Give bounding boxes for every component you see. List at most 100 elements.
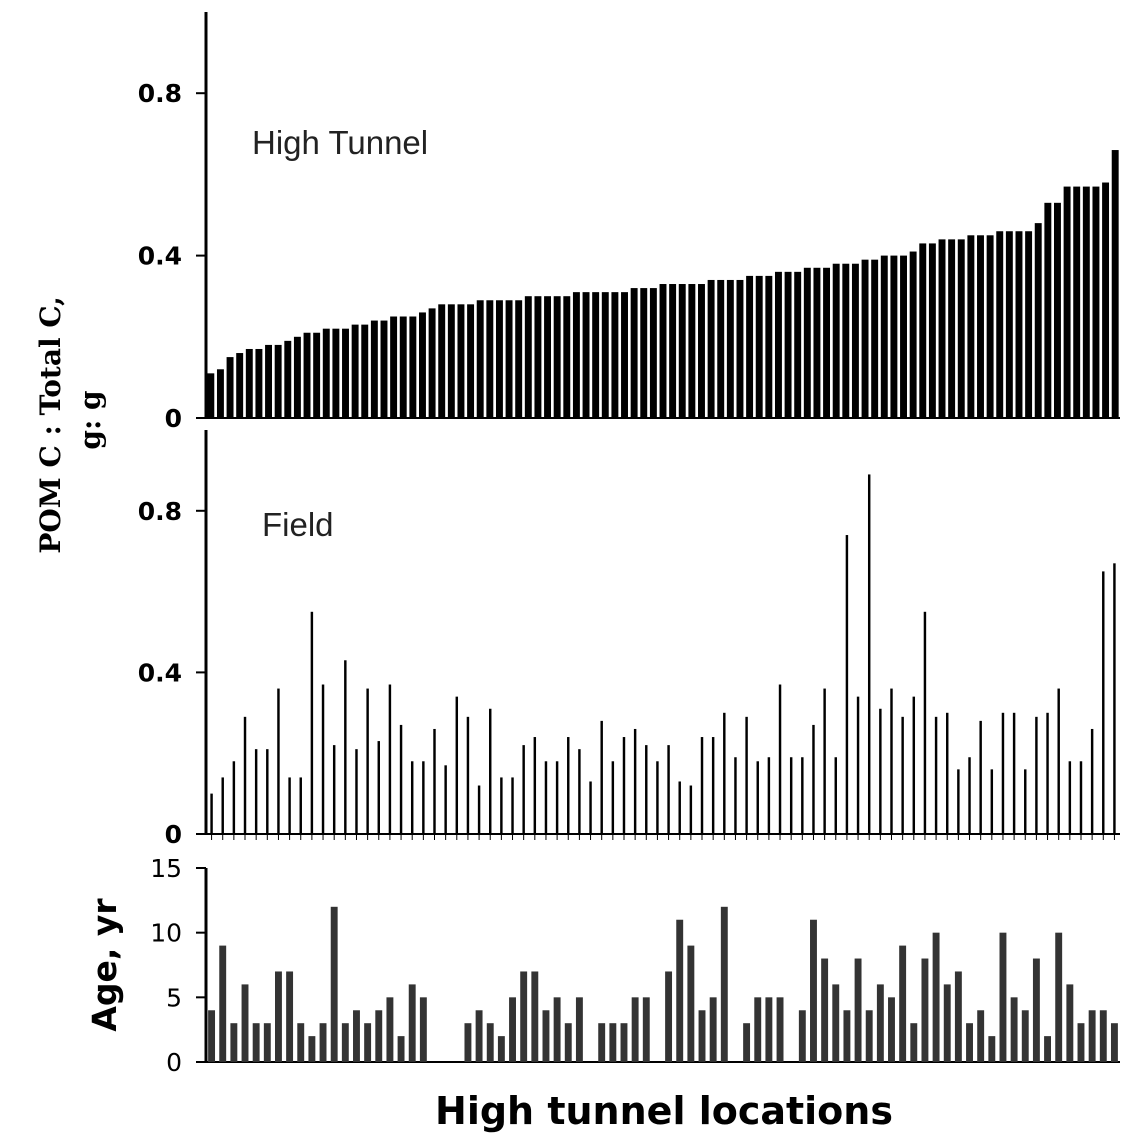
bottom-bar	[743, 1023, 751, 1062]
middle-bar	[210, 793, 213, 834]
top-bar	[919, 243, 927, 418]
bottom-bar	[932, 932, 940, 1062]
top-bar	[265, 344, 272, 418]
middle-bar	[377, 741, 380, 834]
bottom-y-tick-label: 5	[166, 983, 182, 1012]
top-bar	[640, 288, 648, 418]
bottom-bar	[542, 1010, 550, 1062]
middle-bar	[667, 745, 670, 834]
middle-bar	[912, 696, 916, 834]
bottom-bar	[497, 1036, 505, 1062]
top-bar	[707, 279, 715, 418]
top-bar	[313, 332, 321, 418]
bottom-bar	[1044, 1036, 1051, 1062]
bottom-bar	[353, 1010, 360, 1062]
bottom-bar	[241, 984, 249, 1062]
top-bar	[1092, 186, 1100, 418]
middle-bars	[210, 474, 1116, 840]
middle-bar	[1113, 563, 1116, 834]
bottom-bar	[810, 919, 817, 1062]
top-bar	[515, 300, 523, 418]
bottom-bar	[520, 971, 528, 1062]
top-bar	[476, 300, 484, 418]
bottom-bar	[598, 1023, 606, 1062]
bottom-y-tick-label: 10	[150, 919, 182, 948]
main-y-axis-label: POM C : Total C, g: g	[34, 286, 107, 553]
middle-bar	[399, 724, 403, 834]
middle-bar	[310, 611, 314, 834]
middle-bar	[254, 749, 258, 834]
bottom-bar	[375, 1010, 383, 1062]
bottom-bar	[687, 945, 695, 1062]
top-bar	[698, 284, 705, 418]
top-bars	[207, 150, 1119, 419]
middle-bar	[1001, 712, 1005, 834]
middle-bar	[567, 737, 570, 834]
top-bar	[736, 279, 744, 418]
bottom-bar	[219, 945, 227, 1062]
top-bar	[1063, 186, 1071, 418]
top-y-tick-label: 0.4	[138, 242, 182, 271]
bottom-bar	[1110, 1023, 1118, 1062]
bottom-bar	[910, 1023, 918, 1062]
field-panel: 0 0.4 0.8 Field	[138, 430, 1120, 849]
top-bar	[957, 239, 965, 418]
top-bar	[774, 271, 782, 418]
bottom-bar	[286, 971, 294, 1062]
bottom-bar	[208, 1010, 216, 1062]
middle-bar	[823, 688, 826, 834]
top-bar	[928, 243, 936, 418]
top-bar	[1015, 231, 1023, 418]
bottom-bar	[798, 1010, 806, 1062]
top-bar	[399, 316, 407, 418]
top-bar	[649, 288, 657, 418]
bottom-bar	[620, 1023, 628, 1062]
middle-bar	[321, 684, 325, 834]
middle-bar	[444, 765, 447, 834]
top-bar	[236, 353, 244, 418]
middle-bar	[299, 777, 302, 834]
bottom-bar	[230, 1023, 238, 1062]
middle-y-tick-label: 0.4	[138, 658, 182, 687]
bottom-bar	[999, 932, 1007, 1062]
top-bar	[669, 284, 677, 418]
top-bar	[361, 324, 369, 418]
middle-bar	[812, 724, 815, 834]
middle-bar	[734, 757, 737, 834]
top-bar	[803, 267, 811, 418]
top-bar	[900, 255, 907, 418]
top-bar	[765, 275, 773, 418]
middle-bar	[633, 728, 637, 834]
top-bar	[678, 284, 686, 418]
middle-bar	[656, 761, 659, 834]
top-bar	[255, 348, 263, 418]
bottom-bar	[1099, 1010, 1107, 1062]
middle-bar	[388, 684, 392, 834]
middle-bar	[901, 716, 904, 834]
top-bar	[621, 292, 628, 418]
top-bar	[486, 300, 494, 418]
top-bar	[419, 312, 426, 418]
middle-bar	[845, 535, 849, 834]
bottom-bar	[698, 1010, 706, 1062]
top-bar	[1073, 186, 1081, 418]
middle-bar	[332, 745, 336, 834]
middle-y-tick-label: 0.8	[138, 497, 182, 526]
bottom-bar	[575, 997, 583, 1062]
top-bar	[611, 292, 619, 418]
top-bar	[457, 304, 465, 418]
bottom-bar	[899, 945, 907, 1062]
bottom-bar	[464, 1023, 472, 1062]
middle-bar	[622, 737, 626, 834]
middle-bar	[589, 781, 592, 834]
bottom-bar	[553, 997, 561, 1062]
top-bar	[1102, 182, 1110, 418]
bottom-bar	[330, 906, 338, 1062]
middle-panel-title: Field	[262, 506, 334, 543]
top-bar	[659, 284, 667, 418]
top-bar	[784, 271, 792, 418]
top-bar	[813, 267, 821, 418]
top-bar	[880, 255, 888, 418]
age-panel: 0 5 10 15 Age, yr High tunnel locations	[85, 854, 1120, 1133]
